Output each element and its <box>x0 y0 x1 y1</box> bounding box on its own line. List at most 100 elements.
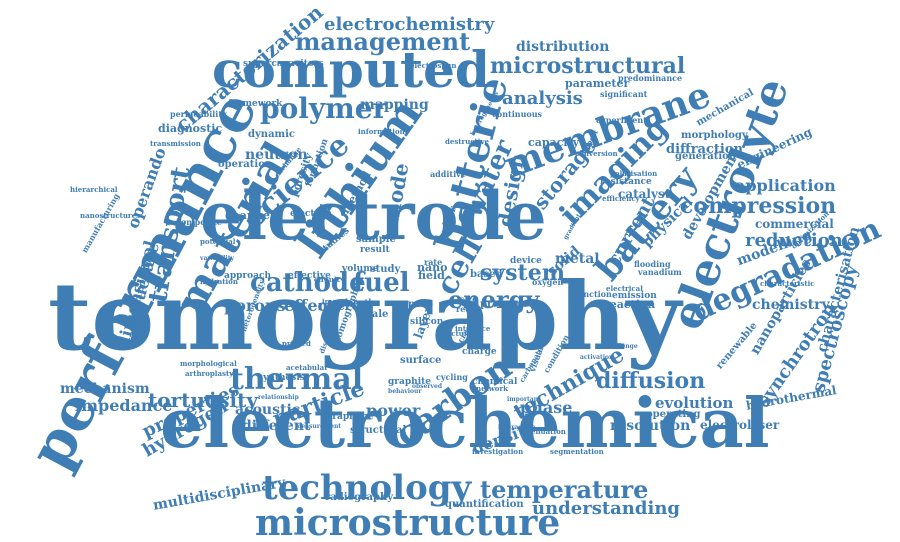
cloud-word: charge <box>462 347 497 357</box>
cloud-word: polymer <box>260 92 388 125</box>
cloud-word: rate <box>424 257 443 267</box>
cloud-word: manufacturing <box>79 191 122 255</box>
cloud-word: dynamic <box>248 129 296 140</box>
cloud-word: interface <box>455 324 491 333</box>
cloud-word: supercapacitors <box>243 59 324 69</box>
cloud-word: measurement <box>295 423 342 430</box>
cloud-word: cathode <box>250 268 366 298</box>
cloud-word: power <box>366 401 421 420</box>
cloud-word: generation <box>675 151 737 162</box>
cloud-word: effect <box>284 296 335 315</box>
cloud-word: morphology <box>681 130 748 141</box>
cloud-word: management <box>295 27 471 56</box>
cloud-word: oxygen <box>532 277 564 287</box>
cloud-word: capacity <box>528 136 579 149</box>
cloud-word: predominance <box>618 73 683 83</box>
cloud-word: resolution <box>610 418 691 434</box>
cloud-word: efficiency <box>602 194 640 203</box>
cloud-word: segmentation <box>550 447 604 456</box>
cloud-word: mapping <box>360 97 429 113</box>
cloud-word: parameter <box>565 77 630 90</box>
cloud-word: operation <box>218 159 273 170</box>
cloud-word: additive <box>430 169 466 179</box>
cloud-word: activation <box>580 354 614 361</box>
cloud-word: polarisation <box>610 169 658 178</box>
cloud-word: composite <box>176 217 222 227</box>
cloud-word: understanding <box>532 498 680 519</box>
cloud-word: redox <box>456 304 482 314</box>
cloud-word: chemical <box>472 377 518 387</box>
cloud-word: permeability <box>170 109 227 119</box>
cloud-word: attenuation <box>520 427 566 436</box>
cloud-word: electrochemical <box>160 384 770 464</box>
cloud-word: field <box>418 269 445 282</box>
cloud-word: chemistry <box>752 297 830 313</box>
cloud-word: network <box>476 384 509 393</box>
cloud-word: image <box>322 297 346 306</box>
cloud-word: important <box>507 396 541 403</box>
cloud-word: framework <box>228 99 283 109</box>
cloud-word: flooding <box>634 259 671 269</box>
cloud-word: morphological <box>180 359 237 368</box>
cloud-word: emission <box>612 291 657 301</box>
cloud-word: catalyst <box>618 187 671 201</box>
cloud-word: nano <box>417 261 448 274</box>
cloud-word: vanadium <box>638 267 682 277</box>
cloud-word: synthesis <box>258 373 305 383</box>
cloud-word: silicon <box>410 317 444 327</box>
cloud-word: destructive <box>445 137 489 146</box>
cloud-word: challenge <box>605 343 638 350</box>
cloud-word: mechanism <box>60 381 150 397</box>
cloud-word: thermal <box>230 362 364 397</box>
cloud-word: reduction <box>745 230 843 251</box>
cloud-word: experiment <box>596 115 647 125</box>
cloud-word: electrospun <box>410 61 457 70</box>
cloud-word: continuous <box>492 109 543 119</box>
cloud-word: diagnostic <box>158 122 223 135</box>
cloud-word: operating <box>646 409 701 420</box>
cloud-word: analysis <box>502 88 583 109</box>
cloud-word: device <box>510 256 542 266</box>
cloud-word: surface <box>400 355 442 366</box>
cloud-word: sample <box>356 234 396 245</box>
cloud-word: effective <box>288 271 331 281</box>
cloud-word: electron <box>290 209 332 219</box>
cloud-word: variability <box>200 255 234 262</box>
cloud-word: porous <box>224 296 286 315</box>
cloud-word: tomography <box>48 262 682 372</box>
cloud-word: resistance <box>600 177 652 187</box>
cloud-word: neutron <box>245 147 308 163</box>
cloud-word: nanostructures <box>80 211 141 220</box>
cloud-word: based <box>470 269 503 280</box>
cloud-word: hydration <box>200 277 238 286</box>
cloud-word: radiography <box>325 492 394 503</box>
cloud-word: computed <box>212 40 490 99</box>
cloud-word: conversion <box>575 149 618 158</box>
cloud-word: microstructural <box>490 53 686 79</box>
cloud-word: interaction <box>498 424 536 431</box>
cloud-word: compression <box>680 193 837 219</box>
cloud-word: phase <box>520 398 573 417</box>
cloud-word: quantification <box>445 499 524 510</box>
cloud-word: characteristic <box>760 279 815 288</box>
cloud-word: acetabular <box>286 363 328 372</box>
cloud-word: distribution <box>516 39 610 55</box>
cloud-word: investigation <box>472 447 524 456</box>
cloud-word: micro <box>318 299 361 314</box>
cloud-word: transmission <box>150 139 201 148</box>
cloud-word: diffraction <box>666 142 743 157</box>
cloud-word: commercial <box>755 217 834 231</box>
cloud-word: length <box>345 297 375 307</box>
cloud-word: impedance <box>75 396 173 415</box>
cloud-word: relationship <box>258 394 299 401</box>
cloud-word: volume <box>342 264 379 274</box>
cloud-word: system <box>480 260 565 286</box>
cloud-word: electrochemistry <box>324 14 495 35</box>
cloud-word: pressure <box>480 299 529 310</box>
cloud-word: arthroplasty <box>185 369 234 378</box>
cloud-word: observed <box>412 383 443 390</box>
cloud-word: reaction <box>604 298 656 311</box>
cloud-word: fracture <box>440 329 472 338</box>
cloud-word: potential <box>200 237 236 246</box>
